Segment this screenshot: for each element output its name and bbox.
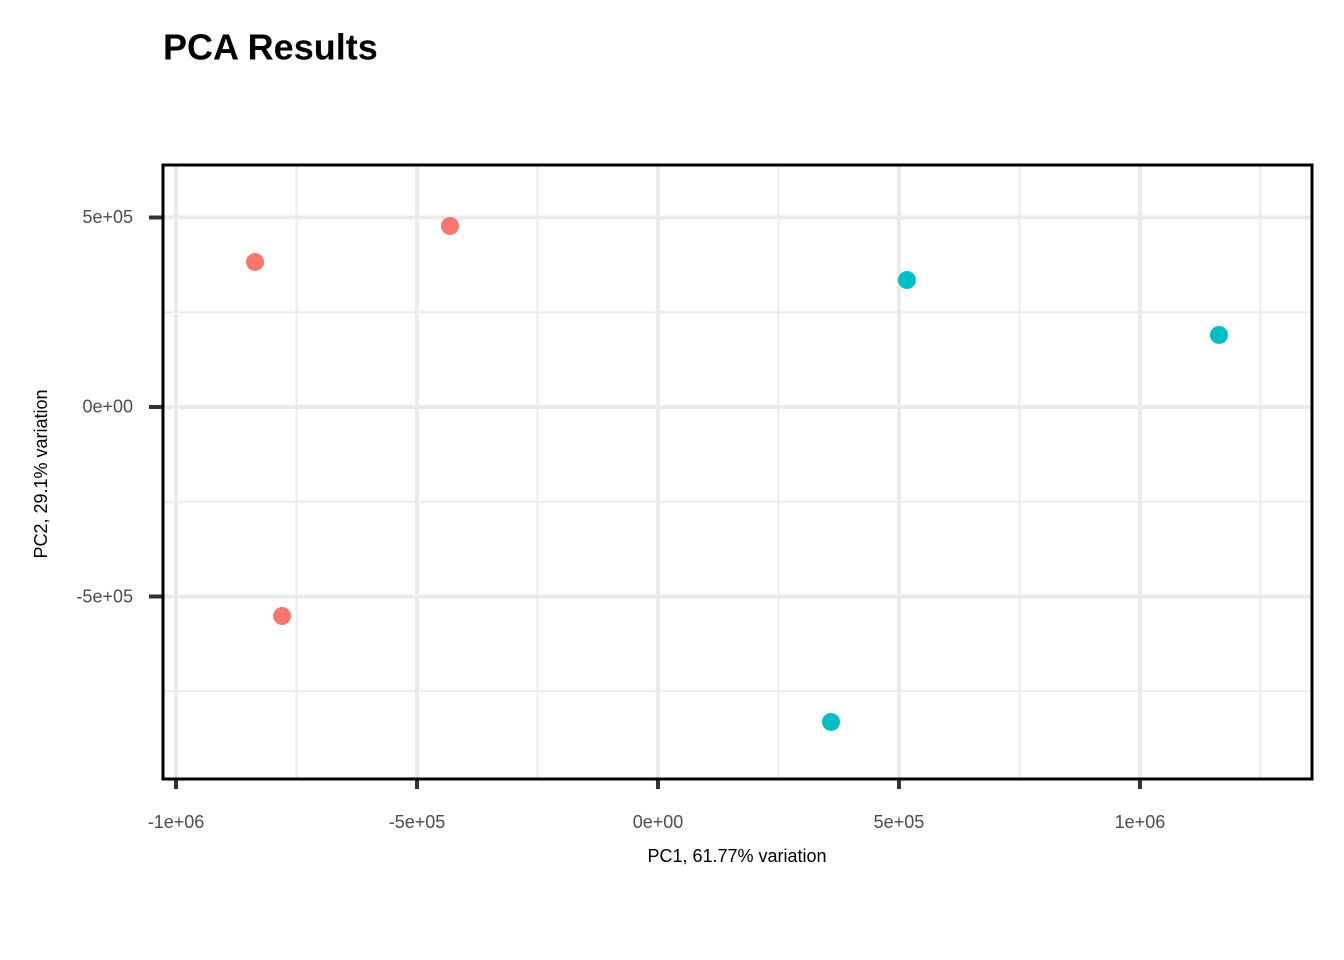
point xyxy=(822,712,841,731)
x-axis-title: PC1, 61.77% variation xyxy=(647,846,826,866)
y-tick-label: -5e+05 xyxy=(76,586,133,606)
point xyxy=(897,271,916,290)
chart-title: PCA Results xyxy=(163,27,378,68)
point xyxy=(441,216,460,235)
y-tick-label: 5e+05 xyxy=(82,207,133,227)
panel-border xyxy=(161,163,1314,781)
y-tick-label: 0e+00 xyxy=(82,397,133,417)
point xyxy=(246,252,265,271)
x-tick-label: -5e+05 xyxy=(389,812,446,832)
x-tick-label: 1e+06 xyxy=(1115,812,1166,832)
y-axis-title: PC2, 29.1% variation xyxy=(31,389,51,558)
point xyxy=(273,607,292,626)
point xyxy=(1209,325,1228,344)
x-tick-label: 0e+00 xyxy=(633,812,684,832)
x-tick-label: 5e+05 xyxy=(874,812,925,832)
x-tick-label: -1e+06 xyxy=(148,812,205,832)
